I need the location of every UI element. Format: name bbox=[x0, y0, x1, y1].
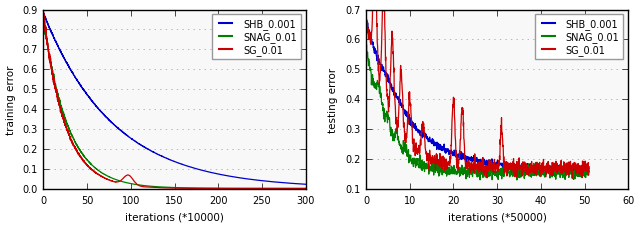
Y-axis label: testing error: testing error bbox=[328, 67, 338, 132]
Y-axis label: training error: training error bbox=[6, 65, 15, 134]
X-axis label: iterations (*10000): iterations (*10000) bbox=[125, 212, 224, 222]
Legend: SHB_0.001, SNAG_0.01, SG_0.01: SHB_0.001, SNAG_0.01, SG_0.01 bbox=[212, 15, 301, 59]
Legend: SHB_0.001, SNAG_0.01, SG_0.01: SHB_0.001, SNAG_0.01, SG_0.01 bbox=[534, 15, 623, 59]
X-axis label: iterations (*50000): iterations (*50000) bbox=[448, 212, 547, 222]
